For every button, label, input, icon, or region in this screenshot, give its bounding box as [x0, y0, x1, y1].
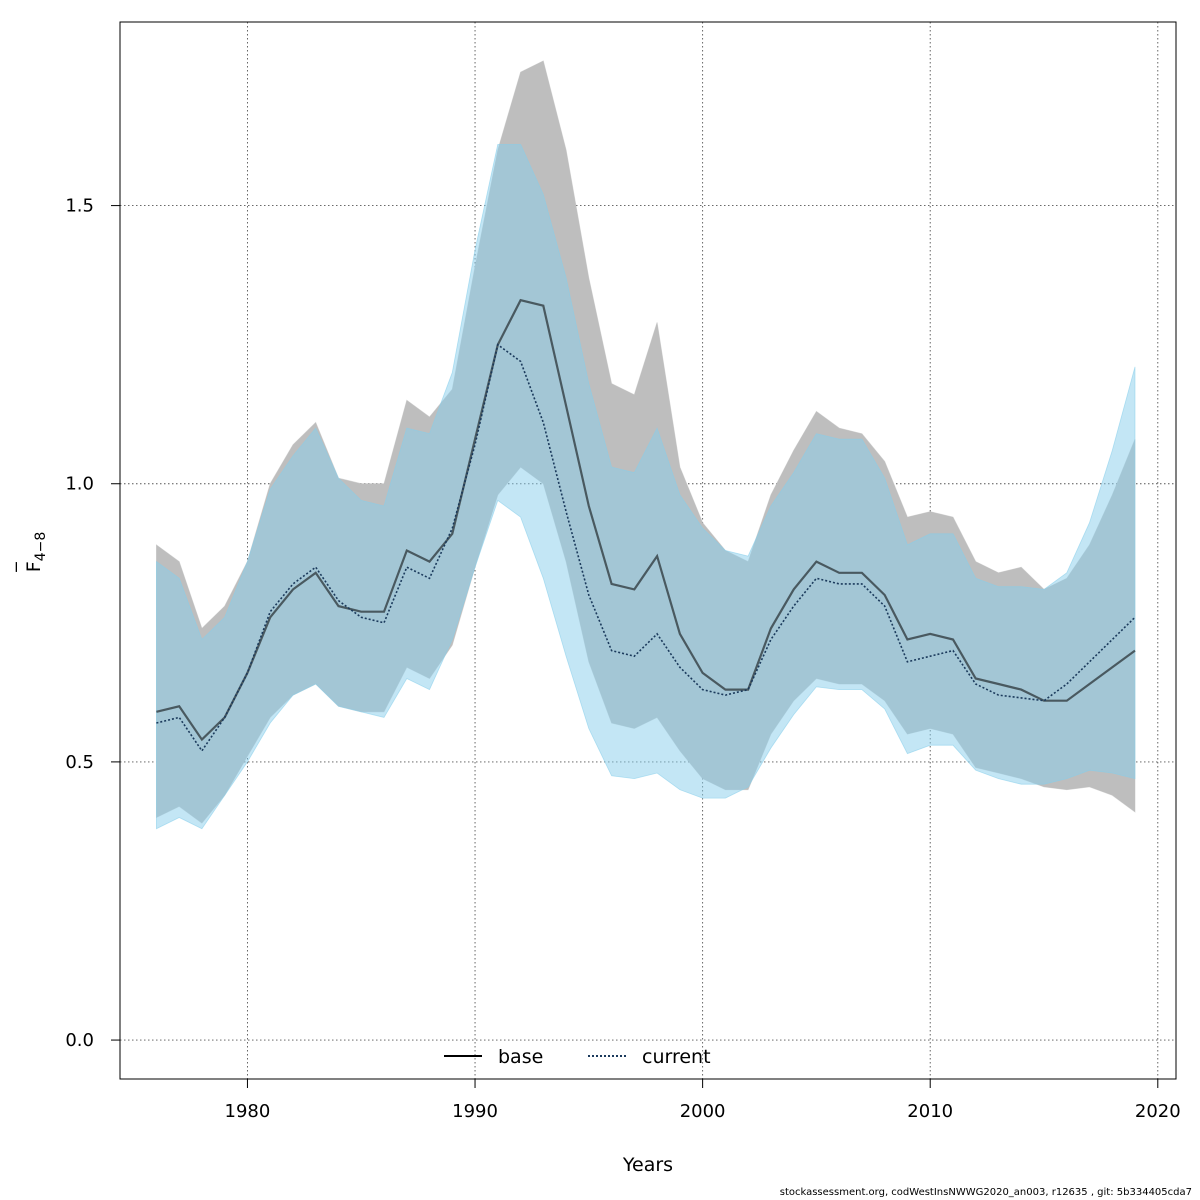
y-axis-label-subscript: 4−8: [33, 532, 49, 562]
y-axis-label-bar: ‾: [13, 562, 35, 573]
y-axis-label: F4−8 ‾: [13, 532, 49, 573]
x-axis-label: Years: [622, 1154, 673, 1176]
plot-frame: [119, 21, 1177, 1080]
y-tick-label-3: 1.5: [65, 196, 94, 217]
y-axis-label-main: F: [23, 561, 45, 572]
x-tick-label-2010: 2010: [907, 1101, 953, 1122]
x-axis: 1980 1990 2000 2010 2020: [225, 1079, 1181, 1122]
x-tick-label-1990: 1990: [452, 1101, 498, 1122]
band-current: [156, 144, 1136, 830]
svg-text:F4−8: F4−8: [23, 532, 49, 572]
y-axis: 0.0 0.5 1.0 1.5: [65, 196, 120, 1051]
y-tick-label-1: 0.5: [65, 752, 94, 773]
x-tick-label-1980: 1980: [225, 1101, 271, 1122]
confidence-bands: [156, 60, 1136, 830]
legend: base current: [444, 1046, 711, 1068]
grid: [120, 22, 1176, 1079]
legend-label-base: base: [498, 1046, 543, 1068]
x-tick-label-2020: 2020: [1135, 1101, 1181, 1122]
line-base: [156, 298, 1136, 742]
series-lines: [156, 298, 1136, 753]
footnote: stockassessment.org, codWestInsNWWG2020_…: [779, 1187, 1192, 1198]
line-current: [156, 343, 1136, 753]
y-tick-label-2: 1.0: [65, 474, 94, 495]
y-tick-label-0: 0.0: [65, 1030, 94, 1051]
legend-label-current: current: [642, 1046, 711, 1068]
x-tick-label-2000: 2000: [680, 1101, 726, 1122]
